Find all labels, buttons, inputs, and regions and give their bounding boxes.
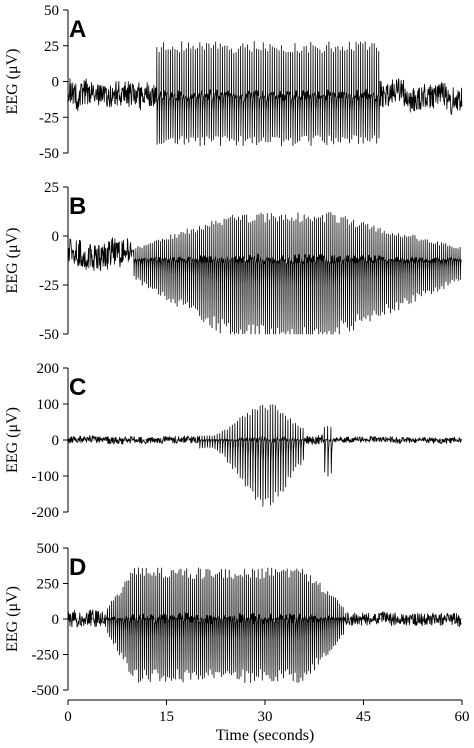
y-tick-label: 500: [37, 541, 60, 557]
eeg-trace: [67, 212, 462, 335]
y-tick-label: 25: [44, 39, 59, 55]
y-tick-label: 0: [52, 229, 60, 245]
panel-c: 200 100 0 -100 -200 EEG (μV) C: [4, 361, 462, 521]
y-tick-label: 0: [52, 433, 60, 449]
x-tick-label: 15: [159, 709, 174, 725]
y-axis-title: EEG (μV): [4, 586, 21, 652]
panel-b: 25 0 -25 -50 EEG (μV) B: [4, 180, 462, 343]
y-tick-label: -100: [32, 469, 60, 485]
y-tick-label: 0: [52, 612, 60, 628]
y-tick-label: 250: [37, 577, 60, 593]
panel-label: A: [69, 16, 86, 43]
x-tick-label: 30: [258, 709, 273, 725]
x-tick-label: 0: [64, 709, 72, 725]
panel-label: B: [69, 193, 86, 220]
eeg-trace: [67, 567, 462, 684]
y-tick-label: -500: [32, 683, 60, 699]
panel-a: 50 25 0 -25 -50 EEG (μV) A: [4, 3, 463, 162]
y-tick-label: -50: [39, 146, 59, 162]
y-tick-label: 200: [37, 361, 60, 377]
panel-label: D: [69, 554, 86, 581]
panel-d: 500 250 0 -250 -500 EEG (μV) D 0 15 30 45 60 Time (s…: [4, 541, 470, 744]
y-tick-label: -25: [39, 278, 59, 294]
y-tick-label: 100: [37, 397, 60, 413]
panel-label: C: [69, 374, 86, 401]
x-axis-title: Time (seconds): [216, 727, 315, 744]
y-axis-title: EEG (μV): [4, 407, 21, 473]
x-tick-label: 45: [356, 709, 371, 725]
eeg-trace: [67, 41, 463, 147]
y-tick-label: 50: [44, 3, 59, 19]
eeg-trace: [67, 404, 462, 507]
y-tick-label: 25: [44, 180, 59, 196]
y-tick-label: -25: [39, 110, 59, 126]
y-axis-title: EEG (μV): [4, 228, 21, 294]
y-tick-label: 0: [52, 75, 60, 91]
y-tick-label: -50: [39, 327, 59, 343]
y-tick-label: -250: [32, 648, 60, 664]
x-tick-label: 60: [455, 709, 470, 725]
y-tick-label: -200: [32, 505, 60, 521]
y-axis-title: EEG (μV): [4, 49, 21, 115]
